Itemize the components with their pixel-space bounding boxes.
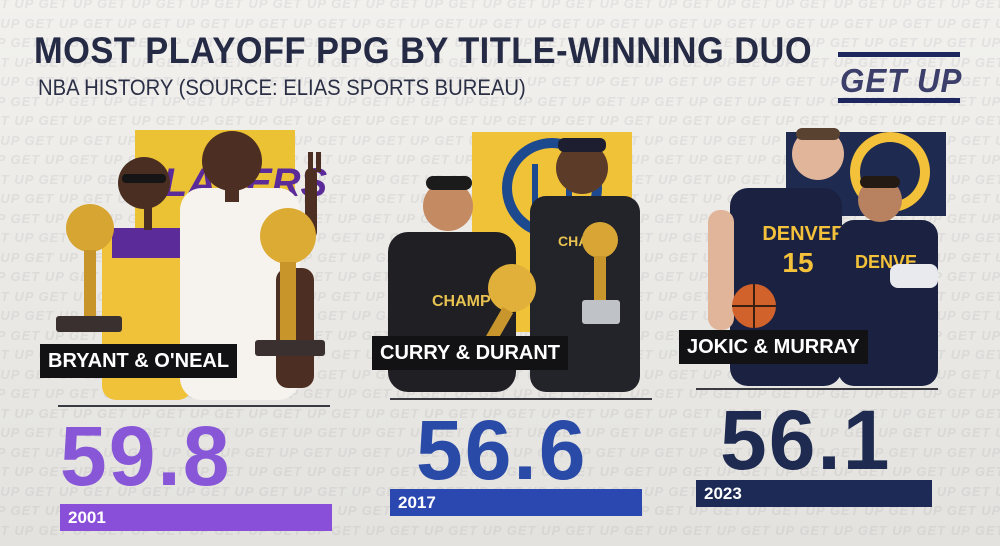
logo-stripe: [838, 98, 960, 103]
logo-text: GET UP: [840, 62, 962, 100]
divider-line: [390, 398, 652, 400]
get-up-logo: GET UP: [838, 52, 960, 104]
ppg-value-2: 56.6: [416, 408, 588, 492]
divider-line: [696, 388, 938, 390]
year-bar-1: 2001: [60, 504, 332, 531]
ppg-value-1: 59.8: [60, 414, 232, 498]
jersey-text: DENVER: [762, 223, 846, 245]
watermark-row: GET UP GET UP GET UP GET UP GET UP GET U…: [0, 16, 1000, 31]
duo-name-3: JOKIC & MURRAY: [679, 330, 868, 364]
graphic-subtitle: NBA HISTORY (SOURCE: ELIAS SPORTS BUREAU…: [38, 75, 526, 101]
logo-stripe: [838, 52, 960, 57]
duo-name-2: CURRY & DURANT: [372, 336, 568, 370]
year-bar-2: 2017: [390, 489, 642, 516]
graphic-title: MOST PLAYOFF PPG BY TITLE-WINNING DUO: [34, 30, 812, 72]
jersey-number: 15: [782, 247, 813, 278]
jersey-text: CHAMP: [432, 293, 491, 310]
year-bar-3: 2023: [696, 480, 932, 507]
watermark-row: GET UP GET UP GET UP GET UP GET UP GET U…: [0, 0, 1000, 11]
duo-name-1: BRYANT & O'NEAL: [40, 344, 237, 378]
divider-line: [58, 405, 330, 407]
ppg-value-3: 56.1: [720, 398, 892, 482]
